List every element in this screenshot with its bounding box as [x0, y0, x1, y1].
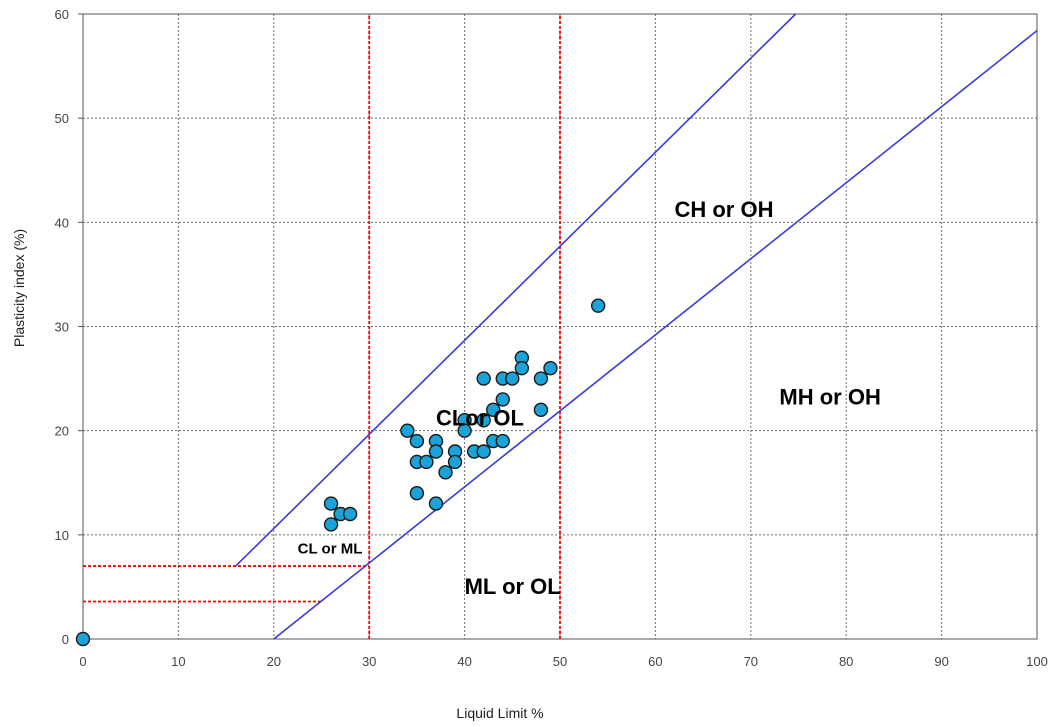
- data-point: [400, 423, 415, 438]
- y-axis-title: Plasticity index (%): [11, 229, 27, 347]
- x-tick-label: 30: [362, 654, 376, 669]
- a-line: [273, 30, 1038, 640]
- data-point: [476, 413, 491, 428]
- u-line: [235, 13, 797, 567]
- x-tick-label: 10: [171, 654, 185, 669]
- liquid-limit-boundaries: [83, 14, 561, 639]
- y-tick-label: 30: [55, 320, 69, 335]
- data-point: [457, 423, 472, 438]
- y-tick-label: 10: [55, 528, 69, 543]
- x-tick-label: 0: [79, 654, 86, 669]
- y-tick-label: 40: [55, 215, 69, 230]
- region-label: MH or OH: [779, 385, 880, 410]
- x-axis-title: Liquid Limit %: [456, 705, 543, 721]
- x-tick-label: 50: [553, 654, 567, 669]
- data-point: [323, 517, 339, 532]
- y-tick-label: 60: [55, 7, 69, 22]
- x-tick-label: 70: [744, 654, 758, 669]
- data-points: [75, 298, 606, 647]
- data-point: [323, 496, 339, 511]
- data-point: [486, 402, 501, 418]
- data-point: [495, 392, 510, 407]
- data-point: [590, 298, 606, 313]
- y-tick-label: 50: [55, 111, 69, 126]
- x-tick-label: 60: [648, 654, 662, 669]
- data-point: [533, 402, 549, 418]
- region-label: CLor OL: [436, 405, 524, 430]
- data-point: [543, 360, 558, 376]
- region-label: CL or ML: [298, 541, 363, 558]
- data-point: [409, 485, 425, 501]
- data-point: [514, 360, 530, 376]
- data-point: [495, 433, 510, 449]
- data-point: [428, 496, 444, 511]
- y-tick-label: 20: [55, 424, 69, 439]
- data-point: [75, 631, 91, 647]
- x-tick-label: 80: [839, 654, 853, 669]
- classification-lines: [235, 13, 1038, 640]
- region-label: CH or OH: [674, 197, 773, 222]
- x-tick-label: 40: [457, 654, 471, 669]
- data-point: [428, 444, 444, 459]
- region-label: ML or OL: [465, 574, 561, 599]
- region-labels: CH or OH MH or OH CLor OL CL or ML ML or OL: [298, 197, 881, 599]
- x-tick-label: 100: [1026, 654, 1048, 669]
- y-axis-ticks: 0 10 20 30 40 50 60: [55, 7, 83, 647]
- data-point: [476, 444, 491, 459]
- data-point: [533, 371, 549, 386]
- y-tick-label: 0: [62, 632, 69, 647]
- data-point: [505, 371, 520, 386]
- x-axis-ticks: 0 10 20 30 40 50 60 70 80 90 100: [79, 654, 1047, 669]
- data-point: [409, 433, 425, 449]
- data-point: [342, 506, 358, 522]
- data-point: [447, 454, 463, 470]
- x-tick-label: 90: [934, 654, 948, 669]
- x-tick-label: 20: [267, 654, 281, 669]
- data-point: [419, 454, 434, 470]
- data-point: [438, 465, 453, 480]
- data-point: [476, 371, 491, 386]
